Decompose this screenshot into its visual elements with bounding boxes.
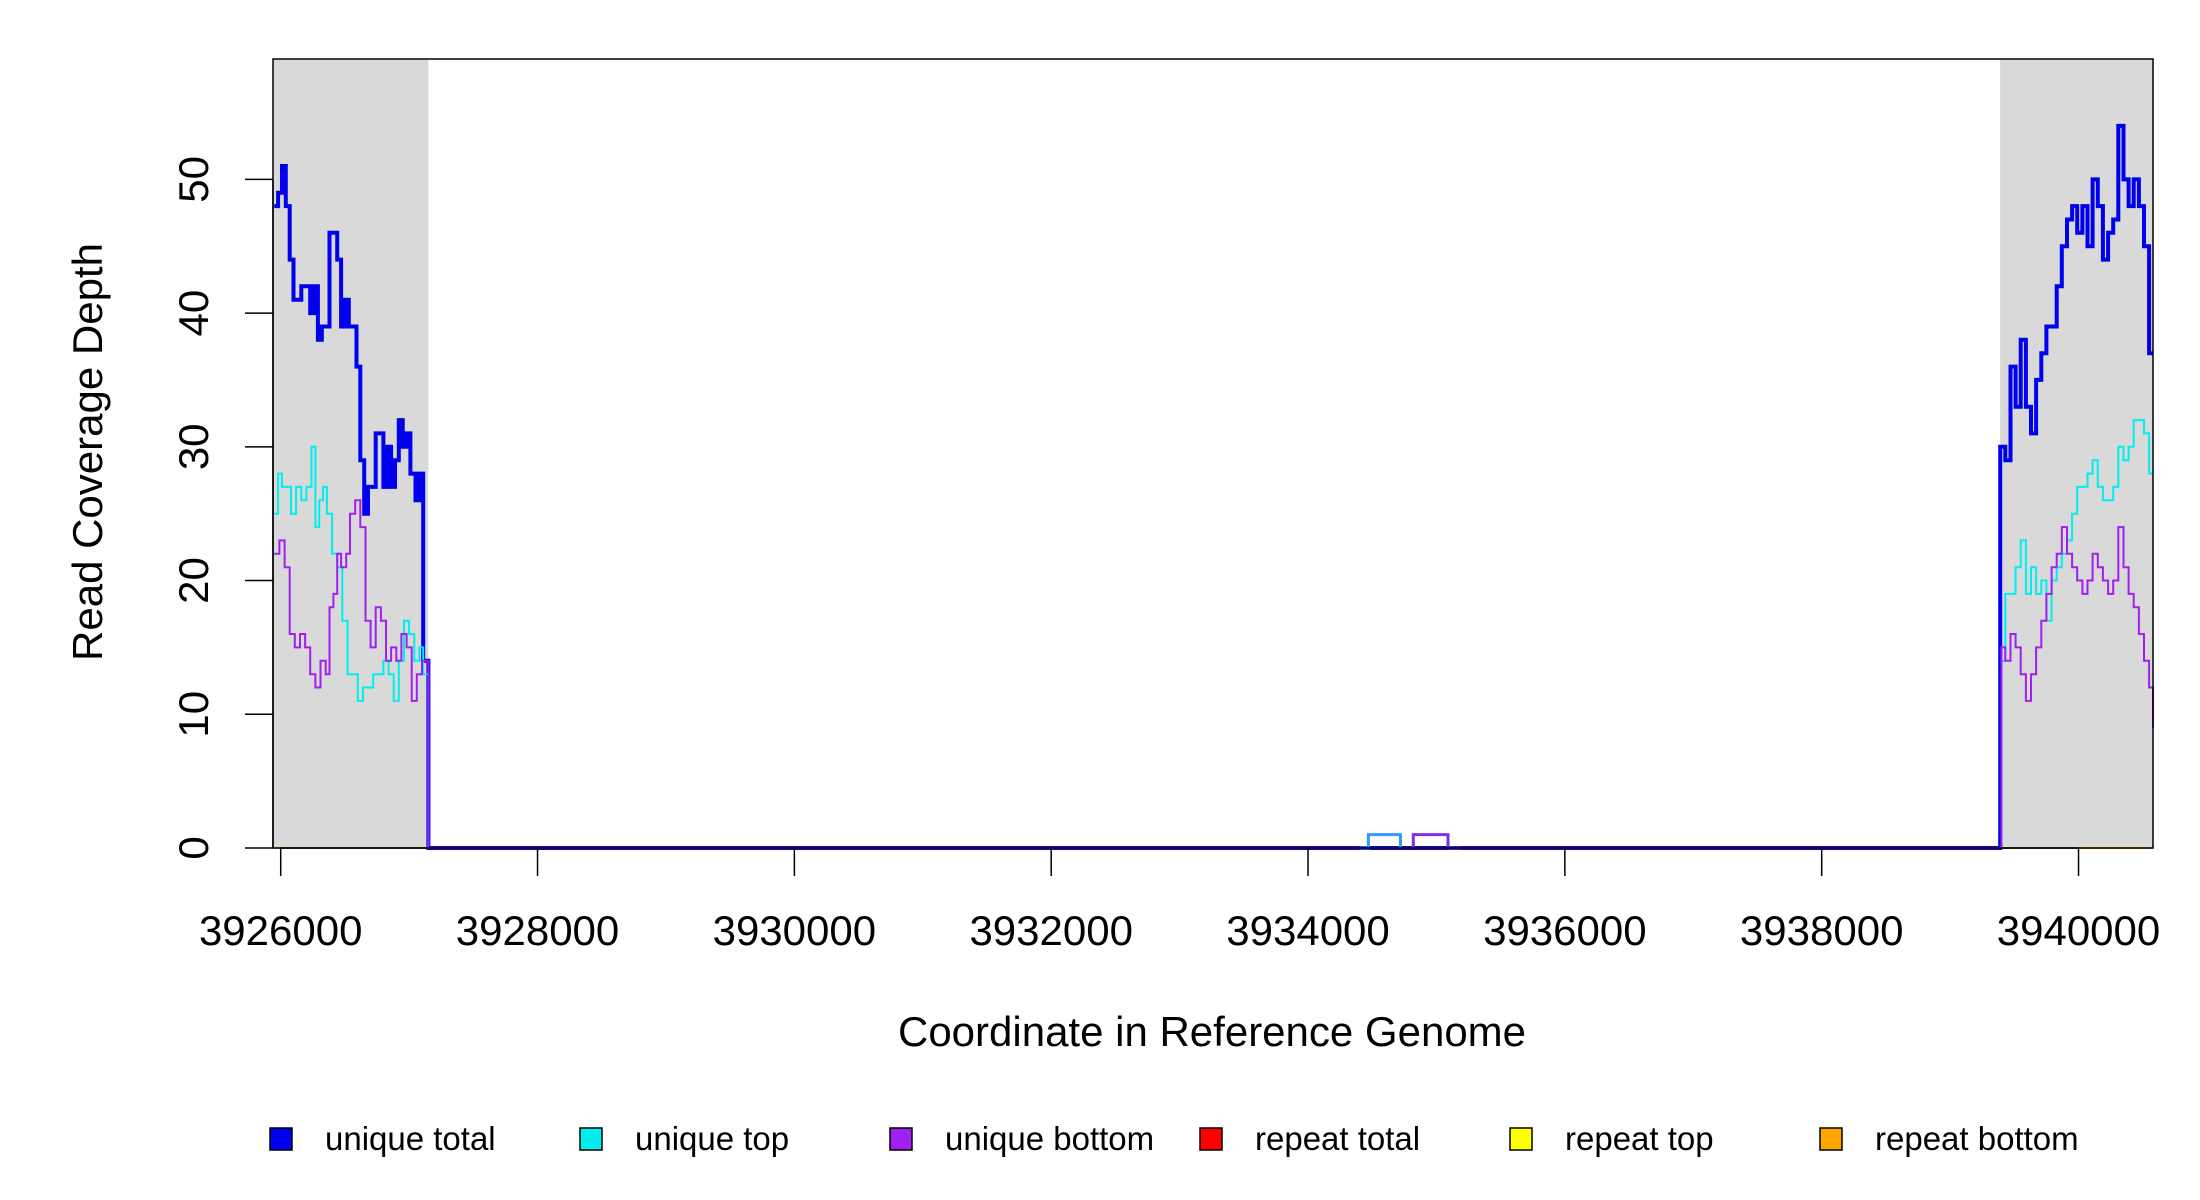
- legend-label: repeat top: [1565, 1120, 1714, 1157]
- legend-item-unique-top: unique top: [579, 1120, 789, 1157]
- legend-swatch: [1819, 1127, 1843, 1151]
- y-tick-label: 30: [170, 423, 217, 470]
- y-tick-label: 20: [170, 557, 217, 604]
- x-tick-label: 3932000: [969, 907, 1133, 954]
- x-axis: 3926000 3928000 3930000 3932000 3934000 39360…: [199, 847, 2161, 954]
- legend-item-unique-total: unique total: [269, 1120, 496, 1157]
- y-axis: 0 10 20 30 40 50: [170, 156, 274, 860]
- legend-item-repeat-bottom: repeat bottom: [1819, 1120, 2079, 1157]
- legend-label: unique top: [635, 1120, 789, 1157]
- legend-item-repeat-total: repeat total: [1199, 1120, 1420, 1157]
- series-line-unique-bottom: [274, 499, 2154, 849]
- series-layer: [274, 123, 2154, 850]
- y-tick-label: 50: [170, 156, 217, 203]
- legend-label: repeat bottom: [1875, 1120, 2079, 1157]
- legend-item-repeat-top: repeat top: [1509, 1120, 1714, 1157]
- series-line-unique-total: [274, 123, 2153, 850]
- shaded-regions: [273, 59, 2153, 848]
- shaded-region-0: [273, 59, 429, 848]
- series-line-minor-4: [1359, 833, 1402, 850]
- shaded-region-1: [2000, 59, 2153, 848]
- plot-frame: [272, 58, 2154, 849]
- x-tick-label: 3938000: [1740, 907, 1904, 954]
- x-tick-label: 3926000: [199, 907, 363, 954]
- legend-item-unique-bottom: unique bottom: [889, 1120, 1154, 1157]
- y-tick-label: 0: [170, 836, 217, 859]
- legend-label: repeat total: [1255, 1120, 1420, 1157]
- x-axis-label: Coordinate in Reference Genome: [898, 1008, 1526, 1055]
- x-tick-label: 3934000: [1226, 907, 1390, 954]
- y-tick-label: 40: [170, 290, 217, 337]
- series-line-minor-5: [1411, 833, 1463, 850]
- legend: unique total unique top unique bottom repea…: [269, 1120, 2079, 1157]
- x-tick-label: 3936000: [1483, 907, 1647, 954]
- legend-swatch: [889, 1127, 913, 1151]
- legend-swatch: [269, 1127, 293, 1151]
- legend-swatch: [1509, 1127, 1533, 1151]
- legend-label: unique total: [325, 1120, 496, 1157]
- y-tick-label: 10: [170, 691, 217, 738]
- x-tick-label: 3930000: [713, 907, 877, 954]
- x-tick-label: 3940000: [1997, 907, 2161, 954]
- legend-swatch: [1199, 1127, 1223, 1151]
- x-tick-label: 3928000: [456, 907, 620, 954]
- y-axis-label: Read Coverage Depth: [64, 243, 111, 661]
- legend-swatch: [579, 1127, 603, 1151]
- series-line-unique-top: [274, 419, 2153, 849]
- legend-label: unique bottom: [945, 1120, 1154, 1157]
